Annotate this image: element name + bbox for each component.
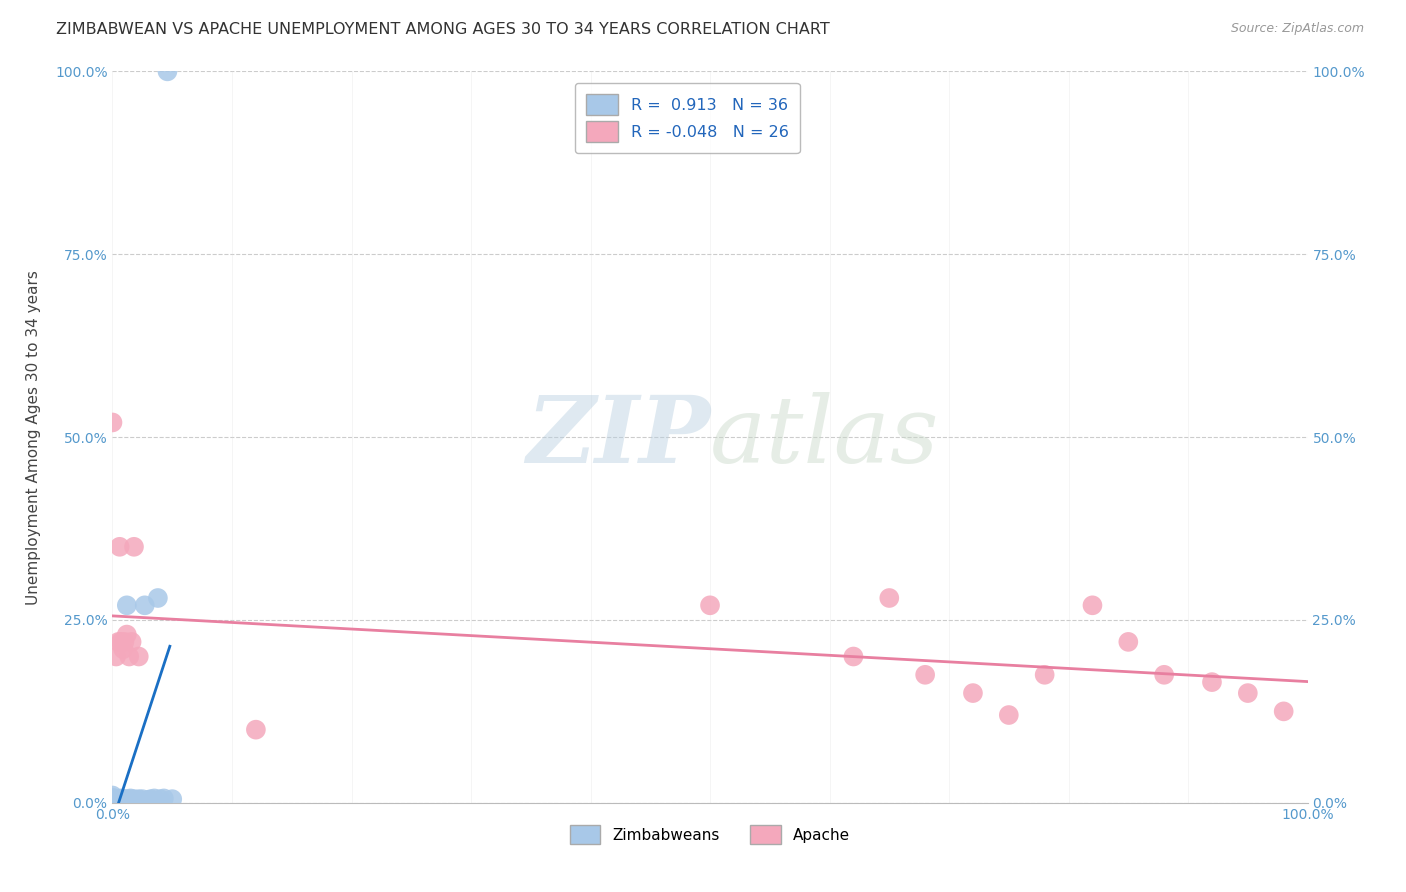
Point <box>118 649 141 664</box>
Point <box>122 792 145 806</box>
Point <box>146 591 169 605</box>
Point <box>105 792 128 806</box>
Point <box>117 792 139 806</box>
Point <box>107 792 129 806</box>
Point <box>139 792 162 806</box>
Point <box>842 649 865 664</box>
Point <box>112 792 135 806</box>
Point <box>998 708 1021 723</box>
Point <box>149 792 172 806</box>
Point <box>120 793 142 807</box>
Point <box>101 794 124 808</box>
Point <box>121 793 143 807</box>
Point <box>122 540 145 554</box>
Point <box>110 794 132 808</box>
Point <box>101 789 124 803</box>
Point <box>105 794 128 808</box>
Point <box>110 791 132 805</box>
Point <box>131 792 153 806</box>
Point <box>128 792 150 806</box>
Point <box>138 793 160 807</box>
Point <box>162 792 183 806</box>
Point <box>108 794 131 808</box>
Point <box>1081 599 1104 613</box>
Text: Source: ZipAtlas.com: Source: ZipAtlas.com <box>1230 22 1364 36</box>
Point <box>114 792 135 806</box>
Point <box>156 64 179 78</box>
Point <box>105 649 128 664</box>
Point <box>107 794 129 808</box>
Point <box>101 416 124 430</box>
Point <box>128 649 150 664</box>
Point <box>110 635 132 649</box>
Point <box>1272 705 1295 719</box>
Point <box>114 635 135 649</box>
Point <box>962 686 984 700</box>
Point <box>115 599 138 613</box>
Text: atlas: atlas <box>710 392 939 482</box>
Point <box>245 723 267 737</box>
Text: ZIP: ZIP <box>526 392 710 482</box>
Point <box>101 796 124 810</box>
Point <box>125 793 148 807</box>
Point <box>101 790 124 805</box>
Point <box>121 635 143 649</box>
Point <box>153 791 176 805</box>
Y-axis label: Unemployment Among Ages 30 to 34 years: Unemployment Among Ages 30 to 34 years <box>27 269 41 605</box>
Point <box>1153 667 1175 681</box>
Point <box>111 794 134 808</box>
Point <box>879 591 901 605</box>
Point <box>101 794 124 808</box>
Point <box>1201 675 1223 690</box>
Point <box>1118 635 1140 649</box>
Point <box>134 599 156 613</box>
Point <box>914 667 936 681</box>
Point <box>114 794 135 808</box>
Legend: Zimbabweans, Apache: Zimbabweans, Apache <box>564 819 856 850</box>
Point <box>699 599 721 613</box>
Point <box>143 791 166 805</box>
Point <box>112 642 135 657</box>
Point <box>1033 667 1056 681</box>
Point <box>108 540 131 554</box>
Point <box>101 792 124 806</box>
Point <box>107 635 129 649</box>
Point <box>1237 686 1260 700</box>
Text: ZIMBABWEAN VS APACHE UNEMPLOYMENT AMONG AGES 30 TO 34 YEARS CORRELATION CHART: ZIMBABWEAN VS APACHE UNEMPLOYMENT AMONG … <box>56 22 830 37</box>
Point <box>108 792 131 806</box>
Point <box>120 791 142 805</box>
Point <box>115 627 138 641</box>
